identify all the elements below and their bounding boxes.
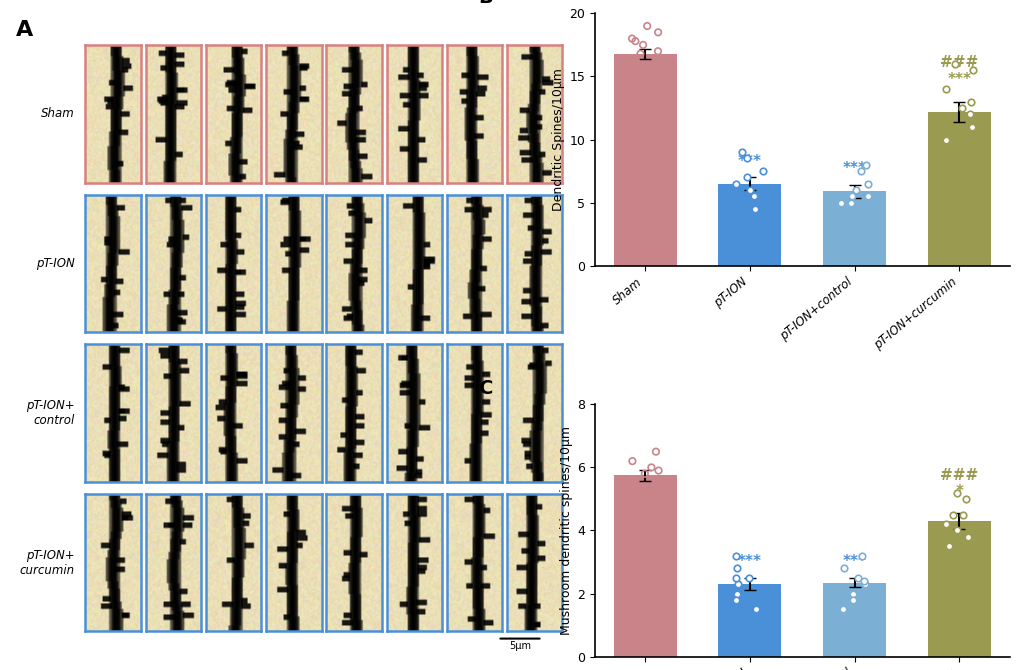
Point <box>728 572 744 583</box>
Text: pT-ION: pT-ION <box>36 257 74 270</box>
Text: ***: *** <box>842 161 866 176</box>
Point <box>632 48 648 59</box>
Text: ***: *** <box>947 72 970 86</box>
Point <box>843 191 859 202</box>
Point <box>859 178 875 189</box>
Point <box>953 103 969 113</box>
Bar <box>717 184 781 265</box>
Point <box>728 588 744 599</box>
Point <box>739 153 755 163</box>
Point <box>650 465 666 476</box>
Point <box>728 178 744 189</box>
Point <box>854 550 870 561</box>
Point <box>836 563 852 574</box>
Point <box>727 594 743 605</box>
Text: ***: *** <box>842 554 866 569</box>
Point <box>948 487 964 498</box>
Point <box>954 509 970 520</box>
Point <box>741 185 757 196</box>
Point <box>643 462 659 473</box>
Text: C: C <box>478 379 492 398</box>
Point <box>649 46 665 56</box>
Point <box>858 191 874 202</box>
Point <box>748 604 764 614</box>
Point <box>624 456 640 466</box>
Point <box>948 525 964 536</box>
Point <box>746 191 762 202</box>
Text: B: B <box>478 0 493 7</box>
Point <box>636 468 652 479</box>
Point <box>832 197 848 208</box>
Point <box>946 58 962 69</box>
Point <box>855 576 871 586</box>
Bar <box>822 191 886 265</box>
Bar <box>613 475 676 657</box>
Point <box>728 563 744 574</box>
Text: 5μm: 5μm <box>508 641 530 651</box>
Point <box>649 27 665 38</box>
Point <box>625 494 641 505</box>
Text: pT-ION+
curcumin: pT-ION+ curcumin <box>19 549 74 576</box>
Text: Sham: Sham <box>41 107 74 121</box>
Bar <box>927 112 990 265</box>
Point <box>738 172 754 183</box>
Point <box>962 96 978 107</box>
Point <box>857 159 873 170</box>
Point <box>936 84 953 94</box>
Point <box>937 134 954 145</box>
Bar <box>927 521 990 657</box>
Point <box>639 21 655 31</box>
Point <box>734 147 750 157</box>
Point <box>624 34 640 44</box>
Point <box>754 165 770 176</box>
Point <box>848 185 864 196</box>
Point <box>849 572 865 583</box>
Point <box>963 65 979 76</box>
Point <box>936 519 953 529</box>
Text: *: * <box>955 484 963 499</box>
Point <box>959 531 975 542</box>
Point <box>944 509 960 520</box>
Text: ***: *** <box>737 153 761 169</box>
Point <box>940 541 956 551</box>
Point <box>844 594 860 605</box>
Bar <box>717 584 781 657</box>
Point <box>634 40 650 50</box>
Point <box>834 604 850 614</box>
Point <box>856 579 872 590</box>
Point <box>627 56 643 67</box>
Point <box>625 478 641 488</box>
Bar <box>822 582 886 657</box>
Text: ###: ### <box>940 468 977 483</box>
Point <box>627 36 643 46</box>
Text: pT-ION+
control: pT-ION+ control <box>25 399 74 427</box>
Text: ***: *** <box>737 554 761 569</box>
Point <box>647 446 663 457</box>
Bar <box>613 54 676 265</box>
Point <box>843 197 859 208</box>
Point <box>963 121 979 132</box>
Point <box>741 572 757 583</box>
Text: ###: ### <box>940 55 977 70</box>
Point <box>728 550 744 561</box>
Point <box>649 509 665 520</box>
Y-axis label: Dendritic Spines/10μm: Dendritic Spines/10μm <box>551 68 565 211</box>
Point <box>852 165 868 176</box>
Y-axis label: Mushroom dendritic spines/10μm: Mushroom dendritic spines/10μm <box>559 426 573 635</box>
Text: A: A <box>15 20 33 40</box>
Point <box>729 579 745 590</box>
Point <box>844 588 860 599</box>
Point <box>746 204 762 214</box>
Point <box>961 109 977 120</box>
Point <box>957 494 973 505</box>
